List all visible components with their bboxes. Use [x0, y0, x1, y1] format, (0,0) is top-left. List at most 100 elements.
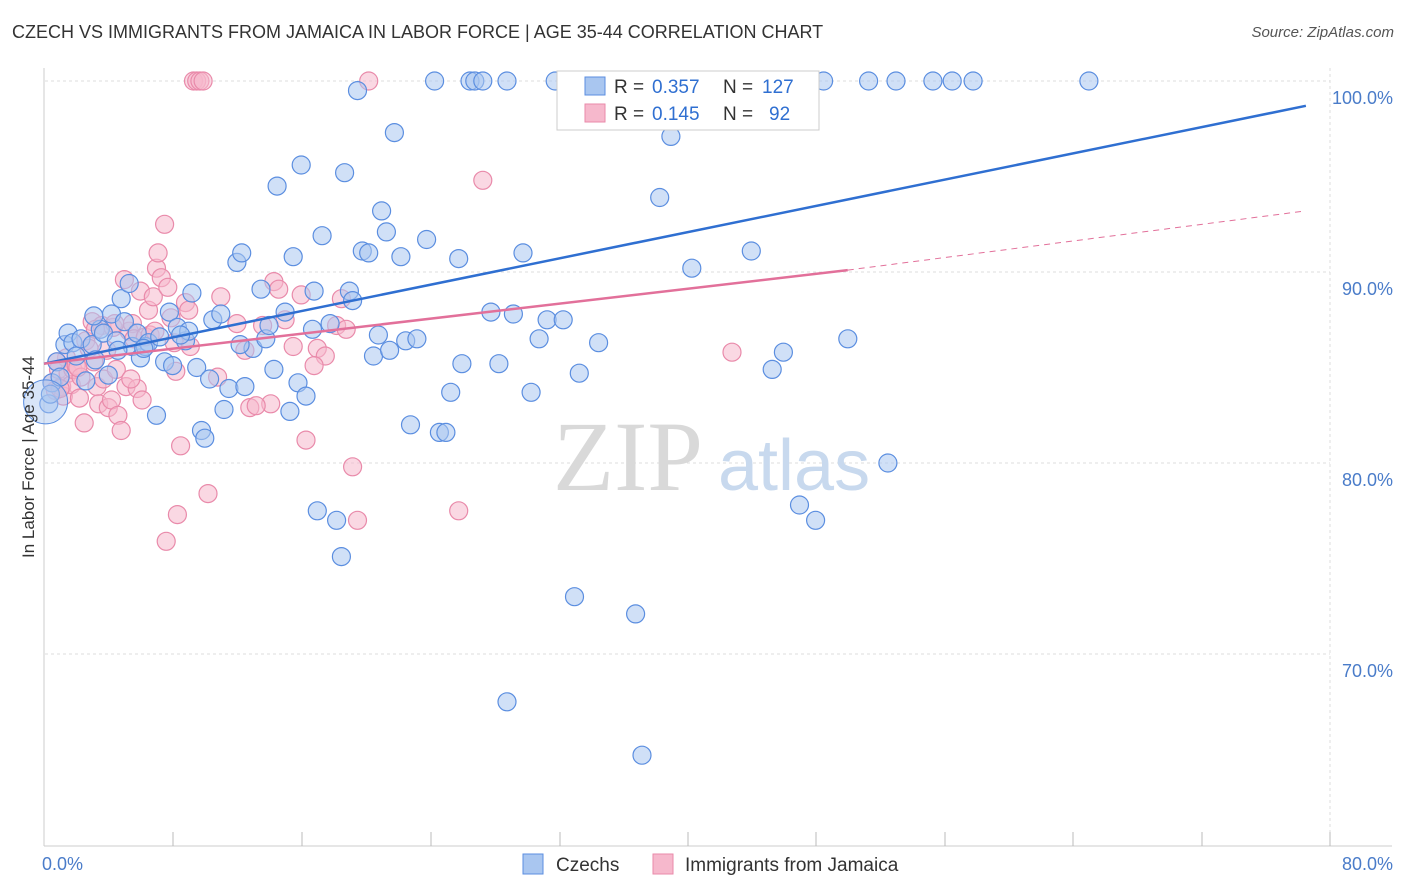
stats-legend-swatch-czechs [584, 76, 606, 96]
czech-point-26 [150, 327, 170, 347]
stats-r-label-czechs: R = [614, 77, 644, 98]
jamaica-point-89 [246, 396, 266, 416]
czech-point-38 [211, 304, 231, 324]
jamaica-point-41 [148, 243, 168, 263]
czech-point-71 [384, 123, 404, 143]
y-tick-label-70: 70.0% [1342, 661, 1393, 681]
czech-point-108 [741, 241, 761, 261]
czech-point-large [23, 379, 69, 425]
czech-point-121 [1079, 71, 1099, 91]
jamaica-trend-line [43, 268, 848, 365]
stats-n-label-czechs: N = [723, 77, 753, 98]
czech-point-84 [473, 71, 493, 91]
stats-n-value-czechs: 127 [762, 77, 794, 98]
jamaica-point-75 [473, 170, 493, 190]
czech-point-74 [400, 415, 421, 435]
stats-n-value-jamaica: 92 [769, 104, 790, 125]
czech-point-98 [588, 333, 609, 353]
czech-point-39 [214, 399, 234, 420]
czech-point-18 [114, 312, 135, 332]
czech-point-3 [50, 367, 70, 387]
jamaica-point-74 [449, 501, 469, 521]
czech-point-50 [280, 401, 300, 421]
jamaica-point-54 [193, 71, 213, 91]
czech-point-51 [283, 247, 303, 267]
czech-point-42 [232, 243, 252, 263]
czech-point-64 [347, 80, 368, 101]
czech-point-115 [858, 71, 879, 91]
czech-point-43 [235, 377, 255, 397]
y-tick-label-100: 100.0% [1332, 88, 1393, 108]
czech-point-110 [773, 342, 794, 362]
czech-point-86 [489, 354, 509, 374]
czech-point-69 [372, 201, 392, 221]
y-tick-label-80: 80.0% [1342, 470, 1393, 490]
czech-point-91 [529, 329, 549, 349]
x-tick-labels: 0.0% 80.0% [42, 854, 1393, 874]
jamaica-point-27 [111, 420, 131, 441]
stats-n-label-jamaica: N = [723, 104, 753, 125]
czech-point-126 [84, 306, 104, 326]
jamaica-point-43 [155, 214, 175, 234]
y-axis-title: In Labor Force | Age 35-44 [19, 356, 38, 558]
czech-point-60 [331, 546, 351, 567]
x-tick-label-0: 0.0% [42, 854, 83, 874]
czech-point-122 [497, 692, 517, 712]
jamaica-point-50 [179, 300, 199, 320]
czech-point-54 [296, 386, 316, 406]
czech-point-130 [380, 340, 400, 360]
czech-point-19 [119, 273, 139, 294]
stats-r-label-jamaica: R = [614, 104, 644, 125]
jamaica-point-72 [347, 510, 368, 530]
czech-point-129 [230, 335, 250, 355]
czech-point-25 [146, 405, 167, 425]
jamaica-point-48 [171, 436, 191, 456]
stats-r-value-czechs: 0.357 [652, 77, 700, 98]
czech-point-14 [98, 365, 118, 385]
jamaica-point-44 [158, 277, 178, 297]
czech-point-94 [553, 310, 573, 330]
watermark: ZIP atlas [553, 401, 870, 512]
jamaica-trend-line-extension [847, 210, 1306, 271]
x-axis-ticks [172, 832, 1331, 846]
czech-point-67 [363, 346, 384, 366]
czech-point-89 [513, 243, 533, 263]
jamaica-point-77 [156, 531, 176, 551]
czech-point-77 [425, 71, 445, 91]
czech-point-29 [163, 356, 183, 376]
czech-point-101 [625, 604, 646, 624]
czech-point-9 [76, 371, 96, 391]
jamaica-point-76 [722, 342, 742, 362]
series-legend: Czechs Immigrants from Jamaica [522, 853, 899, 876]
czech-point-103 [650, 187, 670, 208]
czech-point-79 [436, 422, 456, 442]
czech-point-59 [327, 510, 347, 530]
jamaica-point-39 [143, 287, 163, 307]
czech-point-45 [251, 279, 271, 299]
y-tick-labels: 100.0% 90.0% 80.0% 70.0% [1332, 88, 1393, 681]
jamaica-point-80 [121, 369, 141, 389]
czech-point-106 [682, 258, 702, 278]
czech-point-61 [335, 163, 355, 183]
czech-point-87 [497, 71, 517, 91]
czech-point-124 [40, 384, 61, 404]
czech-point-123 [632, 745, 652, 765]
czech-point-109 [762, 359, 782, 379]
czech-point-53 [291, 155, 311, 175]
czech-point-111 [789, 495, 810, 515]
czech-point-75 [407, 329, 427, 349]
czech-point-17 [111, 289, 131, 309]
czech-point-68 [368, 325, 388, 345]
czech-point-96 [564, 587, 585, 607]
czech-point-131 [452, 354, 472, 374]
stats-legend-swatch-jamaica [584, 103, 606, 123]
czech-point-133 [302, 319, 323, 339]
czech-point-114 [838, 329, 858, 349]
czech-point-81 [449, 249, 469, 269]
czech-point-34 [187, 357, 207, 378]
x-tick-label-80: 80.0% [1342, 854, 1393, 874]
czech-point-56 [307, 501, 327, 521]
czech-trend-line [43, 104, 1307, 365]
legend-label-jamaica: Immigrants from Jamaica [685, 855, 899, 876]
czech-point-72 [391, 247, 411, 267]
